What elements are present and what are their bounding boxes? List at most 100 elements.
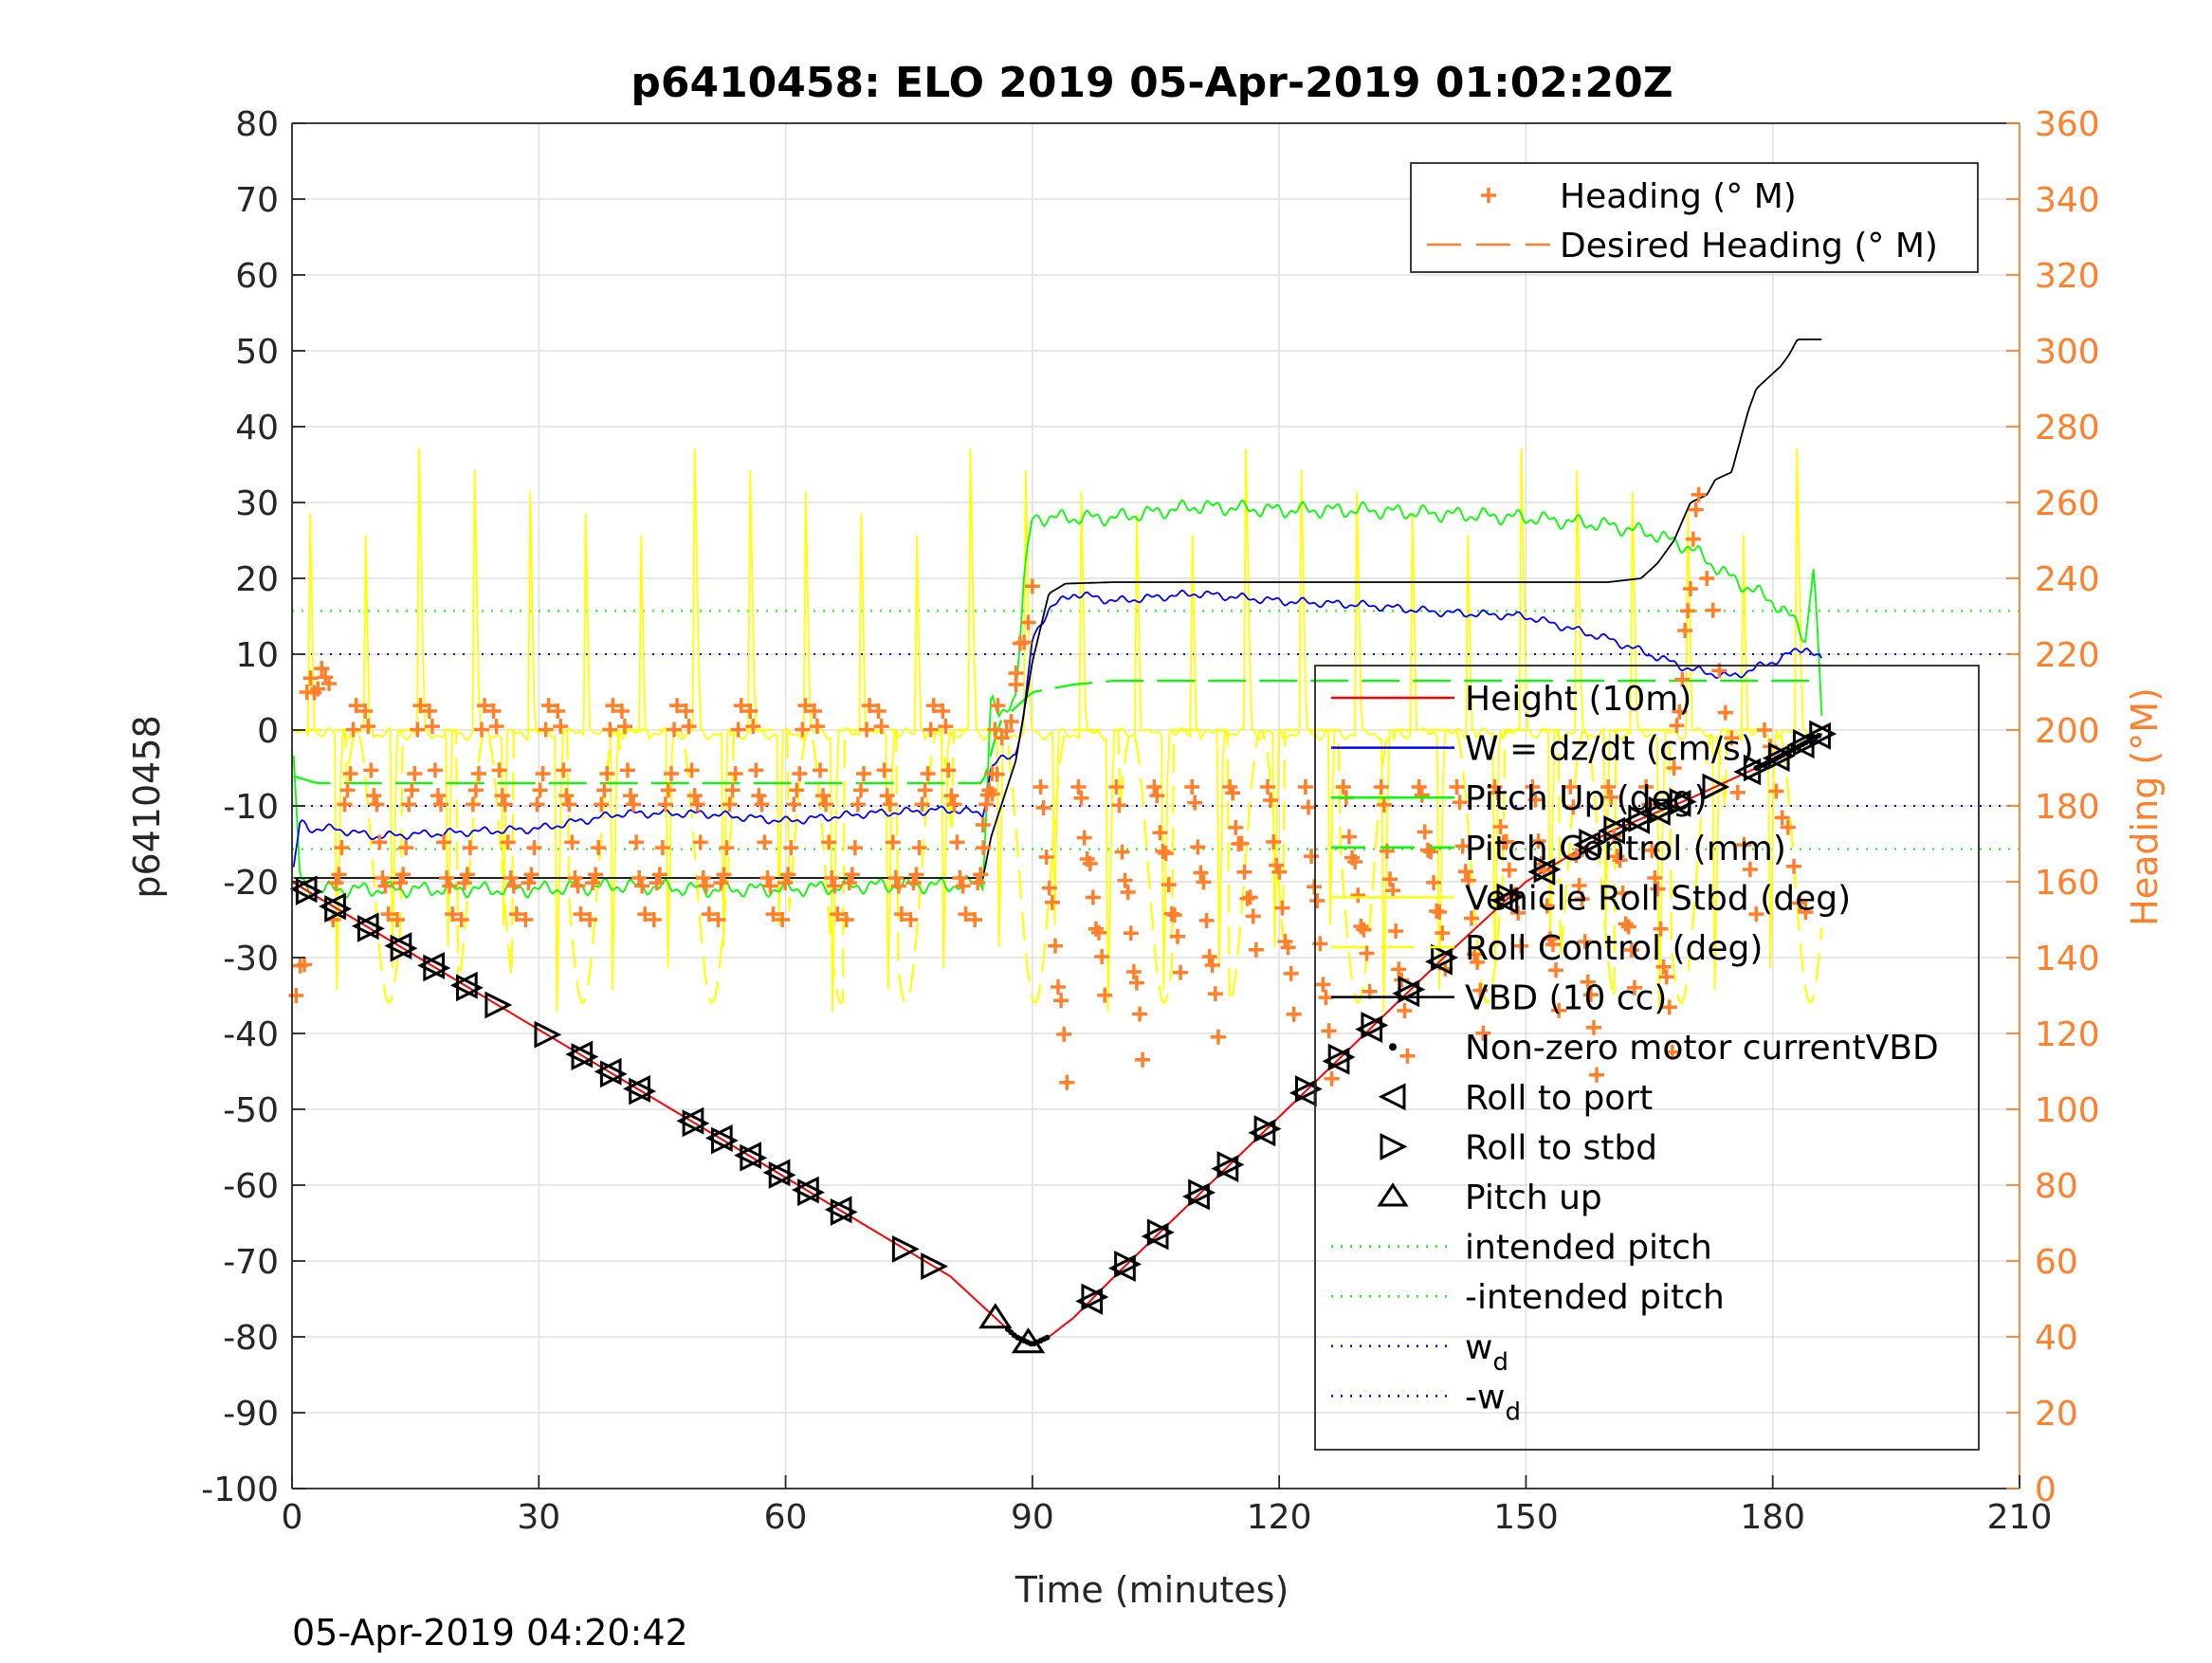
heading-marker-182 [938, 719, 954, 735]
y2-tick-label: 120 [2035, 1015, 2100, 1054]
x-axis-label: Time (minutes) [1015, 1569, 1289, 1611]
y2-tick-label: 360 [2035, 105, 2100, 144]
heading-marker-306 [1385, 883, 1401, 899]
heading-marker-54 [477, 698, 493, 714]
heading-marker-334 [1492, 819, 1508, 835]
y2-tick-label: 320 [2035, 257, 2100, 296]
heading-marker-67 [526, 840, 542, 856]
heading-marker-350 [1548, 962, 1564, 978]
heading-marker-336 [1498, 833, 1514, 850]
heading-marker-144 [797, 698, 814, 714]
x-tick-label: 210 [1987, 1498, 2053, 1537]
roll-stbd-marker-20 [1114, 1250, 1142, 1278]
chart-title: p6410458: ELO 2019 05-Apr-2019 01:02:20Z [631, 59, 1673, 107]
heading-marker-90 [605, 698, 621, 714]
roll-port-marker-20 [1248, 1119, 1276, 1147]
heading-marker-97 [631, 870, 648, 886]
heading-marker-391 [1691, 486, 1707, 503]
heading-marker-186 [949, 834, 965, 850]
heading-marker-193 [976, 840, 992, 856]
heading-marker-130 [751, 788, 767, 804]
y2-tick-label: 20 [2035, 1395, 2078, 1434]
y2-tick-label: 60 [2035, 1243, 2078, 1282]
roll-stbd-marker-25 [1295, 1075, 1323, 1104]
heading-marker-349 [1545, 937, 1561, 953]
heading-marker-151 [824, 870, 840, 886]
roll-stbd-marker-2 [356, 914, 385, 942]
heading-marker-74 [553, 719, 569, 735]
heading-marker-17 [345, 722, 361, 738]
axes-layer: 0 30 60 90 120 150 180 210-100-90-80-70-60-50-4… [201, 105, 2099, 1537]
heading-marker-272 [1260, 779, 1275, 795]
roll-stbd-marker-26 [1327, 1043, 1356, 1071]
heading-marker-152 [827, 878, 843, 894]
roll-stbd-marker-8 [571, 1043, 599, 1071]
heading-marker-4 [302, 670, 319, 686]
heading-marker-156 [844, 867, 860, 883]
heading-marker-220 [1056, 1026, 1072, 1042]
heading-marker-133 [759, 870, 776, 886]
heading-marker-102 [651, 867, 667, 883]
heading-marker-224 [1076, 830, 1092, 846]
heading-marker-106 [663, 766, 679, 782]
heading-marker-401 [1757, 722, 1773, 738]
heading-marker-70 [535, 766, 551, 782]
heading-marker-260 [1207, 986, 1223, 1002]
heading-marker-252 [1184, 779, 1200, 795]
heading-marker-170 [890, 878, 906, 894]
heading-marker-164 [873, 719, 889, 735]
y-tick-label: 30 [235, 484, 279, 523]
heading-marker-326 [1460, 872, 1476, 888]
heading-marker-275 [1269, 857, 1285, 873]
heading-marker-98 [634, 878, 650, 894]
heading-marker-347 [1539, 898, 1555, 914]
legend-main-label-6: VBD (10 cc) [1465, 979, 1667, 1018]
heading-marker-167 [882, 796, 898, 813]
heading-marker-132 [757, 834, 773, 850]
heading-marker-91 [613, 704, 630, 719]
heading-marker-189 [958, 906, 974, 923]
legend-heading-label-0: Heading (° M) [1560, 177, 1797, 216]
legend-heading-box [1410, 162, 1979, 273]
heading-marker-395 [1717, 704, 1733, 721]
heading-marker-382 [1666, 760, 1682, 776]
heading-marker-354 [1568, 848, 1584, 864]
y-tick-label: -100 [201, 1471, 279, 1509]
heading-marker-59 [497, 796, 513, 813]
heading-marker-113 [689, 796, 705, 813]
heading-marker-78 [564, 834, 580, 850]
heading-marker-243 [1149, 788, 1165, 804]
heading-marker-257 [1198, 912, 1215, 928]
legend-main-label-7: Non-zero motor currentVBD [1465, 1029, 1939, 1068]
heading-marker-14 [337, 796, 353, 813]
heading-marker-56 [488, 719, 504, 735]
heading-marker-175 [911, 840, 927, 856]
legend-heading: Heading (° M) Desired Heading (° M) [1410, 162, 1979, 273]
x-tick-label: 180 [1740, 1498, 1805, 1537]
heading-marker-214 [1038, 850, 1054, 866]
heading-marker-258 [1201, 949, 1217, 965]
heading-marker-192 [973, 867, 989, 883]
heading-marker-207 [1008, 666, 1024, 681]
roll-stbd-marker-1 [324, 895, 353, 923]
legend-main-label-text-9: Roll to stbd [1465, 1128, 1657, 1167]
heading-marker-123 [724, 782, 740, 798]
heading-marker-73 [550, 704, 566, 719]
legend-main-label-text-1: W = dz/dt (cm/s) [1465, 730, 1754, 769]
heading-marker-82 [582, 912, 598, 927]
roll-stbd-marker-15 [797, 1179, 825, 1207]
legend-main-label-sub-13: d [1492, 1348, 1508, 1377]
motor-dot [1044, 1334, 1051, 1341]
heading-marker-183 [941, 762, 957, 778]
heading-marker-331 [1475, 1025, 1491, 1041]
heading-marker-239 [1128, 975, 1144, 991]
legend-main-label-text-8: Roll to port [1465, 1079, 1653, 1118]
y-tick-label: -70 [223, 1243, 279, 1282]
y-tick-label: 20 [235, 560, 279, 599]
heading-marker-404 [1774, 810, 1790, 826]
y-tick-label: -40 [223, 1015, 279, 1054]
heading-marker-77 [561, 796, 577, 813]
heading-marker-154 [838, 912, 854, 927]
heading-marker-9 [321, 676, 338, 692]
heading-marker-15 [339, 782, 356, 798]
